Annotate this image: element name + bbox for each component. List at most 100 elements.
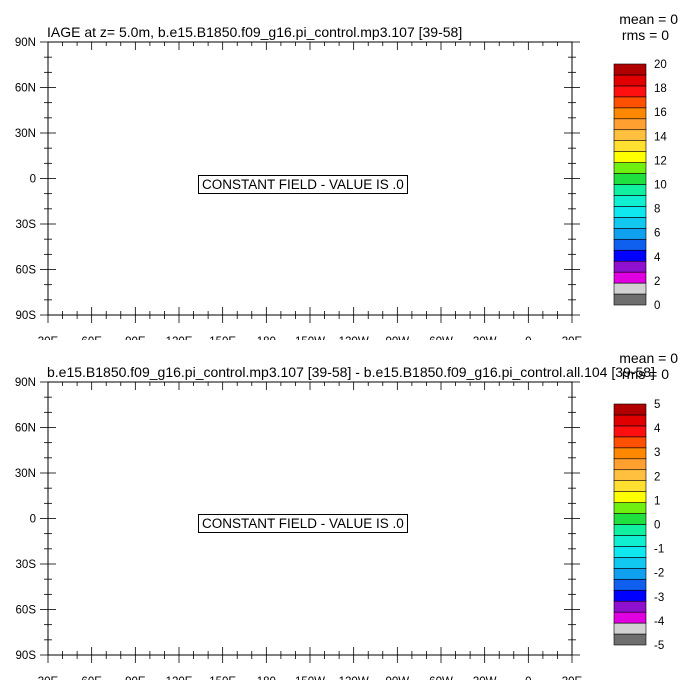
map-plot: 30E60E90E120E150E180150W120W90W60W30W030… — [15, 37, 668, 340]
colorbar-swatch — [613, 140, 647, 152]
x-tick-label: 60W — [429, 336, 453, 340]
colorbar-swatch — [613, 217, 647, 229]
plot-title: IAGE at z= 5.0m, b.e15.B1850.f09_g16.pi_… — [47, 24, 463, 40]
y-tick-label: 30N — [15, 128, 36, 140]
x-tick-label: 90W — [386, 336, 410, 340]
colorbar: 5 4 3 2 1 0 -1 -2 -3 -4 -5 — [613, 399, 665, 652]
x-tick-label: 120W — [339, 676, 369, 680]
colorbar-swatch — [613, 293, 647, 306]
x-tick-label: 30W — [473, 336, 497, 340]
colorbar-swatch — [613, 524, 647, 536]
colorbar-label: 4 — [654, 423, 661, 435]
colorbar-swatch — [613, 96, 647, 109]
colorbar-swatch — [613, 162, 647, 174]
constant-field-message: CONSTANT FIELD - VALUE IS .0 — [198, 514, 408, 533]
x-tick-label: 60E — [81, 676, 102, 680]
colorbar-swatch — [613, 249, 647, 262]
x-tick-label: 60E — [81, 336, 102, 340]
colorbar-swatch — [613, 403, 647, 416]
map-plot: 30E60E90E120E150E180150W120W90W60W30W030… — [15, 377, 665, 680]
colorbar-swatch — [613, 107, 647, 120]
y-tick-label: 90N — [15, 37, 36, 49]
colorbar-swatch — [613, 568, 647, 580]
x-tick-label: 120E — [166, 676, 193, 680]
x-tick-label: 30E — [38, 676, 59, 680]
y-tick-label: 0 — [30, 174, 36, 186]
x-tick-label: 150E — [209, 336, 236, 340]
colorbar-label: 16 — [654, 107, 667, 119]
colorbar-label: 3 — [654, 447, 660, 459]
x-tick-label: 90W — [386, 676, 410, 680]
x-tick-label: 150W — [295, 336, 325, 340]
rms-label: rms = 0 — [621, 366, 669, 382]
colorbar-swatch — [613, 271, 647, 284]
y-tick-label: 30N — [15, 468, 36, 480]
colorbar-swatch — [613, 589, 647, 602]
x-tick-label: 30W — [473, 676, 497, 680]
constant-field-message: CONSTANT FIELD - VALUE IS .0 — [198, 175, 408, 194]
colorbar-swatch — [613, 600, 647, 613]
y-tick-label: 60N — [15, 423, 36, 435]
x-tick-label: 30E — [562, 676, 583, 680]
colorbar-swatch — [613, 414, 647, 427]
colorbar-swatch — [613, 260, 647, 273]
top-panel: IAGE at z= 5.0m, b.e15.B1850.f09_g16.pi_… — [0, 0, 700, 340]
colorbar-label: 6 — [654, 228, 660, 240]
colorbar-swatch — [613, 63, 647, 76]
x-tick-label: 150E — [209, 676, 236, 680]
colorbar-label: 1 — [654, 495, 660, 507]
colorbar-swatch — [613, 491, 647, 503]
y-tick-label: 30S — [16, 559, 37, 571]
x-tick-label: 0 — [525, 336, 531, 340]
colorbar-swatch — [613, 578, 647, 591]
colorbar-label: 8 — [654, 204, 660, 216]
colorbar-label: 12 — [654, 155, 667, 167]
y-tick-label: 90S — [16, 310, 37, 322]
rms-label: rms = 0 — [621, 27, 669, 43]
colorbar-swatch — [613, 173, 647, 185]
colorbar-label: -4 — [654, 616, 665, 628]
colorbar-swatch — [613, 151, 647, 163]
colorbar-label: 10 — [654, 180, 667, 192]
colorbar-swatch — [613, 480, 647, 492]
x-tick-label: 0 — [525, 676, 531, 680]
colorbar-swatch — [613, 238, 647, 251]
colorbar-swatch — [613, 447, 647, 460]
colorbar-swatch — [613, 184, 647, 196]
colorbar-swatch — [613, 469, 647, 481]
colorbar-label: 20 — [654, 59, 667, 71]
colorbar-swatch — [613, 85, 647, 98]
mean-label: mean = 0 — [619, 11, 678, 27]
x-tick-label: 30E — [38, 336, 59, 340]
x-tick-label: 90E — [125, 676, 146, 680]
bottom-panel: b.e15.B1850.f09_g16.pi_control.mp3.107 [… — [0, 340, 700, 680]
colorbar-label: 0 — [654, 300, 660, 312]
colorbar-swatch — [613, 535, 647, 547]
colorbar-swatch — [613, 129, 647, 141]
colorbar-swatch — [613, 228, 647, 240]
x-tick-label: 120W — [339, 336, 369, 340]
colorbar-label: 18 — [654, 83, 667, 95]
x-tick-label: 30E — [562, 336, 583, 340]
colorbar-label: -1 — [654, 544, 664, 556]
y-tick-label: 90N — [15, 377, 36, 389]
colorbar-swatch — [613, 557, 647, 569]
colorbar-label: 2 — [654, 276, 660, 288]
x-tick-label: 150W — [295, 676, 325, 680]
y-tick-label: 60S — [16, 265, 37, 277]
colorbar-label: -5 — [654, 640, 664, 652]
colorbar-label: 2 — [654, 471, 660, 483]
colorbar-swatch — [613, 436, 647, 449]
y-tick-label: 30S — [16, 219, 37, 231]
colorbar-swatch — [613, 195, 647, 207]
x-tick-label: 180 — [257, 676, 276, 680]
y-tick-label: 0 — [30, 514, 36, 526]
colorbar-swatch — [613, 118, 647, 131]
y-tick-label: 60N — [15, 83, 36, 95]
colorbar-label: -3 — [654, 592, 664, 604]
colorbar-label: 5 — [654, 399, 660, 411]
y-tick-label: 90S — [16, 650, 37, 662]
colorbar-swatch — [613, 546, 647, 558]
colorbar-label: 4 — [654, 252, 661, 264]
